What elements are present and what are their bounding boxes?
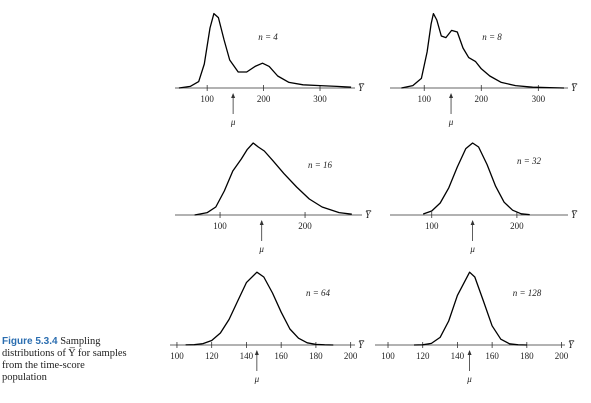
x-tick-label: 200 xyxy=(555,351,569,361)
mean-label: μ xyxy=(466,374,472,384)
annotation: n = 4 xyxy=(258,32,278,42)
x-tick-label: 100 xyxy=(200,94,214,104)
x-axis-label: Y̅ xyxy=(571,83,578,94)
x-tick-label: 180 xyxy=(520,351,534,361)
x-tick-label: 100 xyxy=(213,221,227,231)
x-tick-label: 140 xyxy=(451,351,465,361)
annotation: n = 8 xyxy=(482,32,502,42)
x-tick-label: 200 xyxy=(510,221,524,231)
density-curve xyxy=(401,12,565,89)
x-tick-label: 140 xyxy=(240,351,254,361)
mean-label: μ xyxy=(448,117,454,127)
arrow-head xyxy=(467,350,472,355)
mean-label: μ xyxy=(469,244,475,254)
density-curve xyxy=(422,142,530,216)
x-axis-label: Y̅ xyxy=(571,210,578,221)
caption-label: Figure 5.3.4 xyxy=(2,336,58,347)
caption: Figure 5.3.4 Sampling distributions of Y… xyxy=(2,336,130,384)
mean-label: μ xyxy=(254,374,260,384)
arrow-head xyxy=(254,350,259,355)
x-tick-label: 100 xyxy=(170,351,184,361)
arrow-head xyxy=(470,220,475,225)
x-tick-label: 160 xyxy=(485,351,499,361)
x-tick-label: 200 xyxy=(344,351,358,361)
x-axis-label: Y̅ xyxy=(358,83,365,94)
density-curve xyxy=(185,271,334,346)
mean-label: μ xyxy=(230,117,236,127)
x-axis-label: Y̅ xyxy=(358,340,365,351)
annotation: n = 16 xyxy=(308,160,333,170)
density-curve xyxy=(194,142,352,216)
density-curve xyxy=(413,271,527,346)
x-tick-label: 100 xyxy=(417,94,431,104)
x-axis-label: Y̅ xyxy=(568,340,575,351)
x-tick-label: 300 xyxy=(313,94,327,104)
density-curve xyxy=(178,12,352,89)
caption-text: Sampling distributions of Y̅ for samples… xyxy=(2,336,127,383)
x-tick-label: 200 xyxy=(298,221,312,231)
x-tick-label: 100 xyxy=(381,351,395,361)
x-tick-label: 200 xyxy=(475,94,489,104)
mean-label: μ xyxy=(258,244,264,254)
x-tick-label: 100 xyxy=(425,221,439,231)
x-tick-label: 200 xyxy=(257,94,271,104)
arrow-head xyxy=(231,93,236,98)
annotation: n = 128 xyxy=(513,288,542,298)
x-tick-label: 300 xyxy=(532,94,546,104)
x-tick-label: 160 xyxy=(274,351,288,361)
x-tick-label: 120 xyxy=(205,351,219,361)
x-tick-label: 180 xyxy=(309,351,323,361)
arrow-head xyxy=(259,220,264,225)
arrow-head xyxy=(449,93,454,98)
x-axis-label: Y̅ xyxy=(365,210,372,221)
annotation: n = 64 xyxy=(306,288,331,298)
x-tick-label: 120 xyxy=(416,351,430,361)
annotation: n = 32 xyxy=(517,156,542,166)
